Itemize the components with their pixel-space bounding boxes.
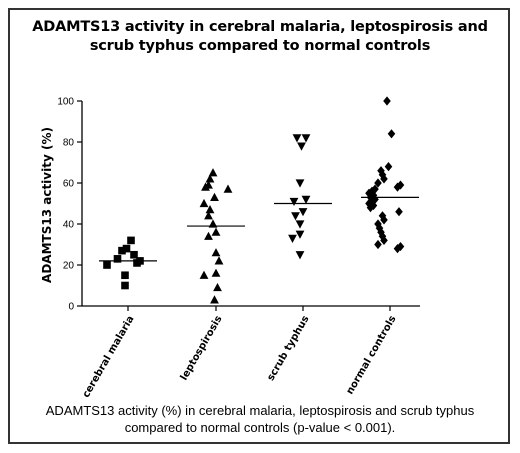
data-point-diamond	[384, 162, 393, 172]
data-point-triangle-up	[213, 282, 222, 292]
data-point-triangle-up	[210, 295, 219, 304]
figure-caption: ADAMTS13 activity (%) in cerebral malari…	[45, 403, 475, 435]
data-point-diamond	[393, 244, 402, 254]
data-point-diamond	[383, 96, 391, 106]
x-tick-label: normal controls	[345, 314, 399, 397]
data-point-triangle-down	[289, 197, 299, 207]
data-point-triangle-up	[223, 184, 233, 193]
median-lines	[99, 196, 419, 262]
data-point-triangle-up	[211, 227, 221, 236]
x-tick-label: cerebral malaria	[81, 314, 137, 400]
figure-frame	[8, 8, 510, 444]
y-tick-label: 40	[63, 220, 75, 231]
data-point-triangle-up	[208, 168, 218, 177]
data-point-triangle-down	[292, 134, 302, 143]
data-point-diamond	[393, 182, 402, 192]
data-point-square	[122, 244, 131, 253]
y-tick-label: 20	[63, 261, 75, 272]
data-point-triangle-down	[301, 195, 311, 204]
data-point-square	[118, 246, 126, 255]
axes: 0 20 40 60 80 100	[57, 97, 420, 313]
y-tick-label: 0	[68, 302, 74, 313]
data-point-square	[103, 261, 111, 269]
data-point-triangle-up	[205, 174, 215, 183]
data-point-triangle-down	[288, 234, 297, 243]
data-point-diamond	[387, 129, 396, 139]
x-tick-label: scrub typhus	[265, 314, 311, 383]
y-tick-label: 100	[57, 97, 74, 108]
data-point-diamond	[395, 207, 403, 217]
x-tick-labels: cerebral malaria leptospirosis scrub typhu…	[81, 314, 399, 400]
data-point-diamond	[374, 239, 382, 250]
data-point-triangle-up	[199, 198, 209, 208]
data-point-triangle-down	[298, 208, 308, 217]
data-point-square	[130, 250, 138, 259]
data-point-triangle-up	[204, 211, 213, 220]
data-point-diamond	[380, 215, 388, 225]
data-point-square	[133, 259, 141, 267]
data-point-triangle-down	[291, 212, 300, 221]
y-tick-label: 60	[63, 179, 75, 190]
data-point-square	[127, 236, 135, 245]
data-point-triangle-up	[199, 270, 209, 279]
data-point-triangle-up	[205, 205, 215, 214]
data-point-diamond	[374, 178, 382, 188]
data-point-triangle-down	[295, 179, 305, 188]
data-point-triangle-up	[204, 231, 213, 240]
chart-title: ADAMTS13 activity in cerebral malaria, l…	[32, 19, 488, 54]
data-point-square	[113, 255, 122, 263]
data-point-triangle-up	[214, 256, 224, 265]
data-point-triangle-down	[297, 142, 306, 151]
data-point-triangle-down	[295, 220, 305, 229]
y-axis-label: ADAMTS13 activity (%)	[40, 127, 54, 283]
data-point-triangle-down	[295, 230, 305, 239]
data-point-triangle-up	[201, 182, 210, 191]
y-tick-label: 80	[63, 138, 75, 149]
data-point-triangle-up	[211, 248, 221, 257]
data-point-triangle-down	[295, 251, 305, 260]
data-point-diamond	[380, 235, 388, 245]
data-point-triangle-up	[211, 268, 221, 277]
data-point-square	[121, 281, 129, 290]
data-point-diamond	[366, 203, 375, 213]
data-point-square	[121, 271, 129, 280]
data-point-diamond	[380, 174, 388, 184]
x-tick-label: leptospirosis	[179, 314, 225, 382]
data-point-triangle-down	[301, 134, 311, 143]
data-point-triangle-up	[210, 192, 219, 201]
data-points	[103, 96, 405, 304]
